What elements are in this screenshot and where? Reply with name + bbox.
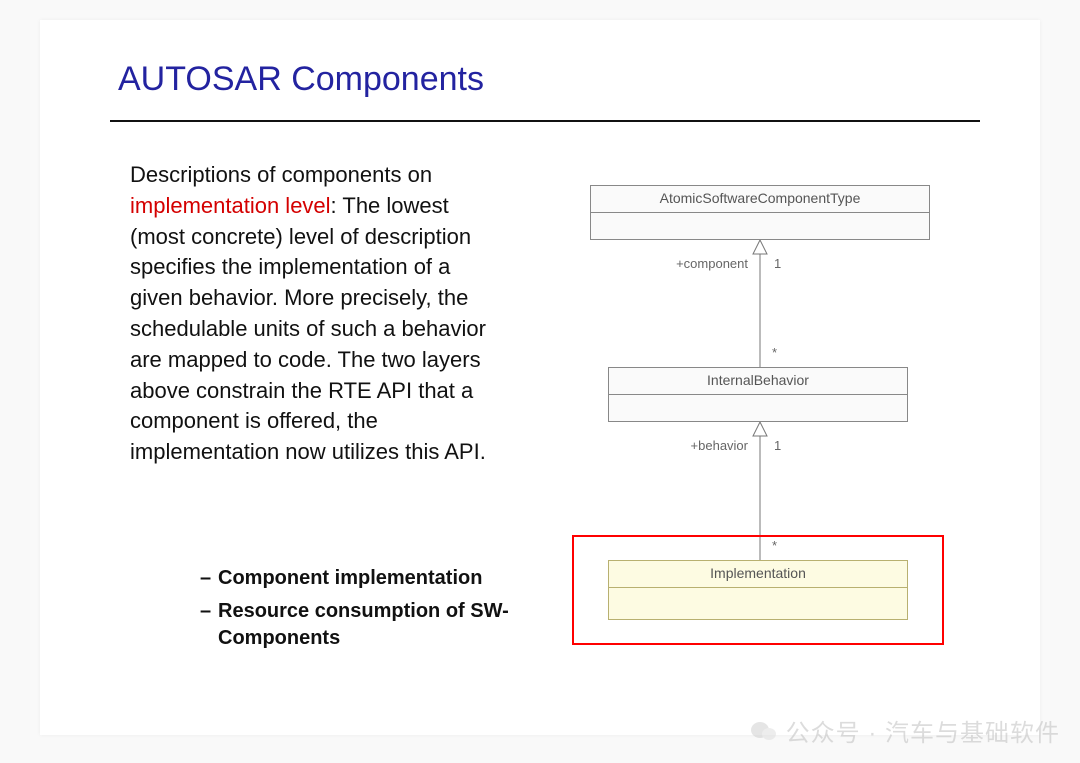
bullet-item: –Resource consumption of SW-Components: [200, 598, 550, 652]
watermark: 公众号 · 汽车与基础软件: [750, 713, 1060, 748]
uml-diagram: +component1*+behavior1* AtomicSoftwareCo…: [550, 175, 970, 670]
svg-text:1: 1: [774, 256, 781, 271]
dash-icon: –: [200, 565, 218, 592]
uml-box-body: [591, 213, 929, 235]
slide: AUTOSAR Components Descriptions of compo…: [40, 20, 1040, 735]
svg-text:1: 1: [774, 438, 781, 453]
uml-box-label: Implementation: [609, 561, 907, 588]
uml-box-body: [609, 588, 907, 610]
svg-text:+component: +component: [676, 256, 748, 271]
uml-box-implementation: Implementation: [608, 560, 908, 620]
title-rule: [110, 120, 980, 122]
bullet-label: Resource consumption of SW-Components: [218, 600, 509, 649]
uml-box-atomic: AtomicSoftwareComponentType: [590, 185, 930, 240]
bullet-label: Component implementation: [218, 567, 482, 589]
para-pre: Descriptions of components on: [130, 162, 432, 187]
uml-box-label: AtomicSoftwareComponentType: [591, 186, 929, 213]
svg-text:+behavior: +behavior: [691, 438, 749, 453]
para-post: : The lowest (most concrete) level of de…: [130, 193, 486, 464]
uml-box-internal: InternalBehavior: [608, 367, 908, 422]
para-red: implementation level: [130, 193, 331, 218]
dash-icon: –: [200, 598, 218, 625]
description-paragraph: Descriptions of components on implementa…: [130, 160, 500, 468]
watermark-text: 公众号 · 汽车与基础软件: [786, 713, 1060, 748]
bullet-list: –Component implementation –Resource cons…: [200, 565, 550, 658]
uml-box-label: InternalBehavior: [609, 368, 907, 395]
bullet-item: –Component implementation: [200, 565, 550, 592]
page-title: AUTOSAR Components: [118, 60, 484, 99]
wechat-icon: [750, 719, 778, 743]
uml-box-body: [609, 395, 907, 417]
svg-text:*: *: [772, 345, 777, 360]
